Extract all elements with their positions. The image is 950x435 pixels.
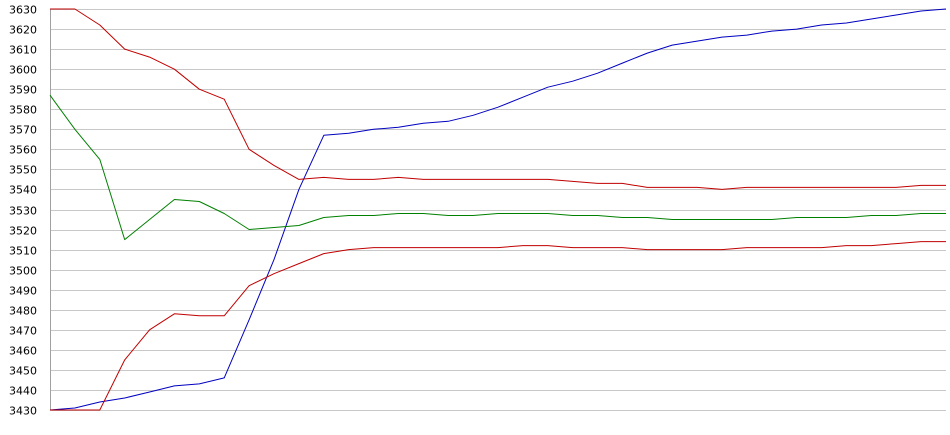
y-tick-label: 3600	[9, 64, 37, 77]
y-tick-label: 3440	[9, 385, 37, 398]
y-tick-label: 3430	[9, 405, 37, 418]
series-line-4	[50, 241, 946, 411]
y-tick-label: 3520	[9, 225, 37, 238]
y-tick-label: 3470	[9, 325, 37, 338]
y-tick-label: 3630	[9, 4, 37, 17]
y-tick-label: 3530	[9, 205, 37, 218]
y-tick-label: 3490	[9, 285, 37, 298]
series-lines	[49, 8, 947, 411]
grid	[50, 9, 946, 411]
y-tick-label: 3540	[9, 184, 37, 197]
y-tick-label: 3460	[9, 345, 37, 358]
y-tick-label: 3580	[9, 104, 37, 117]
y-tick-label: 3550	[9, 164, 37, 177]
y-tick-label: 3450	[9, 365, 37, 378]
y-tick-label: 3620	[9, 24, 37, 37]
y-tick-label: 3610	[9, 44, 37, 57]
y-tick-label: 3500	[9, 265, 37, 278]
y-axis-tick-labels: 3430 3440 3450 3460 3470 3480 3490 3500 3510 3520…	[9, 4, 37, 418]
series-line-2	[50, 8, 946, 190]
series-line-1	[49, 8, 947, 411]
y-tick-label: 3590	[9, 84, 37, 97]
y-tick-label: 3570	[9, 124, 37, 137]
y-tick-label: 3510	[9, 245, 37, 258]
y-tick-label: 3560	[9, 144, 37, 157]
y-tick-label: 3480	[9, 305, 37, 318]
series-line-3	[49, 94, 946, 241]
